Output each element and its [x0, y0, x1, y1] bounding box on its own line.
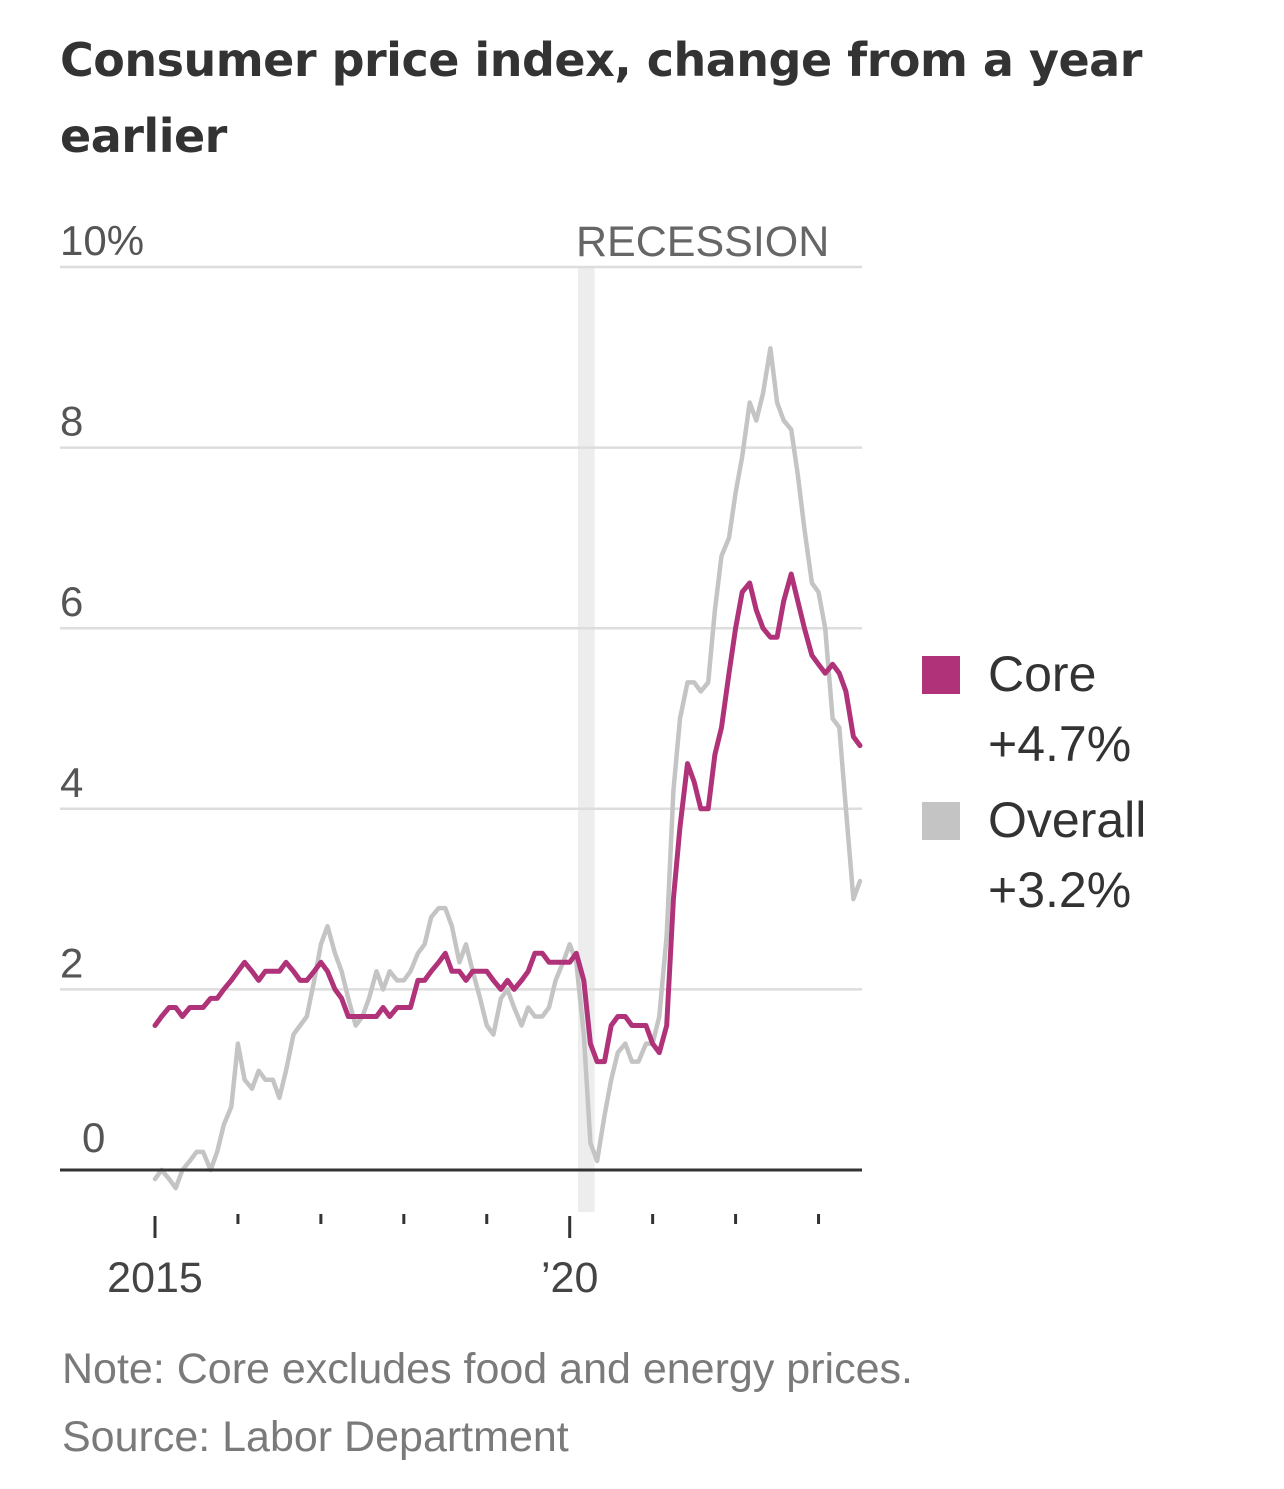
- legend: Core +4.7% Overall +3.2%: [922, 646, 1146, 918]
- recession-label: RECESSION: [576, 218, 829, 266]
- y-axis-labels: 10% 8 6 4 2 0: [60, 217, 144, 1161]
- y-tick-label: 6: [60, 578, 83, 625]
- legend-label: Core: [988, 646, 1096, 702]
- legend-swatch-overall: [922, 802, 960, 840]
- x-tick-label: ’20: [541, 1254, 598, 1302]
- legend-value: +3.2%: [988, 862, 1131, 918]
- y-tick-label: 8: [60, 398, 83, 445]
- y-tick-label: 0: [82, 1114, 105, 1161]
- legend-value: +4.7%: [988, 716, 1131, 772]
- x-axis: 2015 ’20: [60, 1168, 862, 1302]
- chart-source: Source: Labor Department: [62, 1413, 569, 1461]
- legend-label: Overall: [988, 792, 1146, 848]
- series-lines: [152, 346, 863, 1191]
- chart-title: Consumer price index, change from a year…: [60, 33, 1142, 163]
- series-line-overall: [152, 346, 863, 1191]
- y-tick-label: 10%: [60, 217, 144, 264]
- chart-note: Note: Core excludes food and energy pric…: [62, 1345, 913, 1393]
- y-tick-label: 2: [60, 939, 83, 986]
- x-tick-label: 2015: [107, 1254, 203, 1302]
- gridlines: [60, 265, 862, 991]
- series-line-core: [152, 571, 863, 1065]
- legend-swatch-core: [922, 656, 960, 694]
- y-tick-label: 4: [60, 759, 83, 806]
